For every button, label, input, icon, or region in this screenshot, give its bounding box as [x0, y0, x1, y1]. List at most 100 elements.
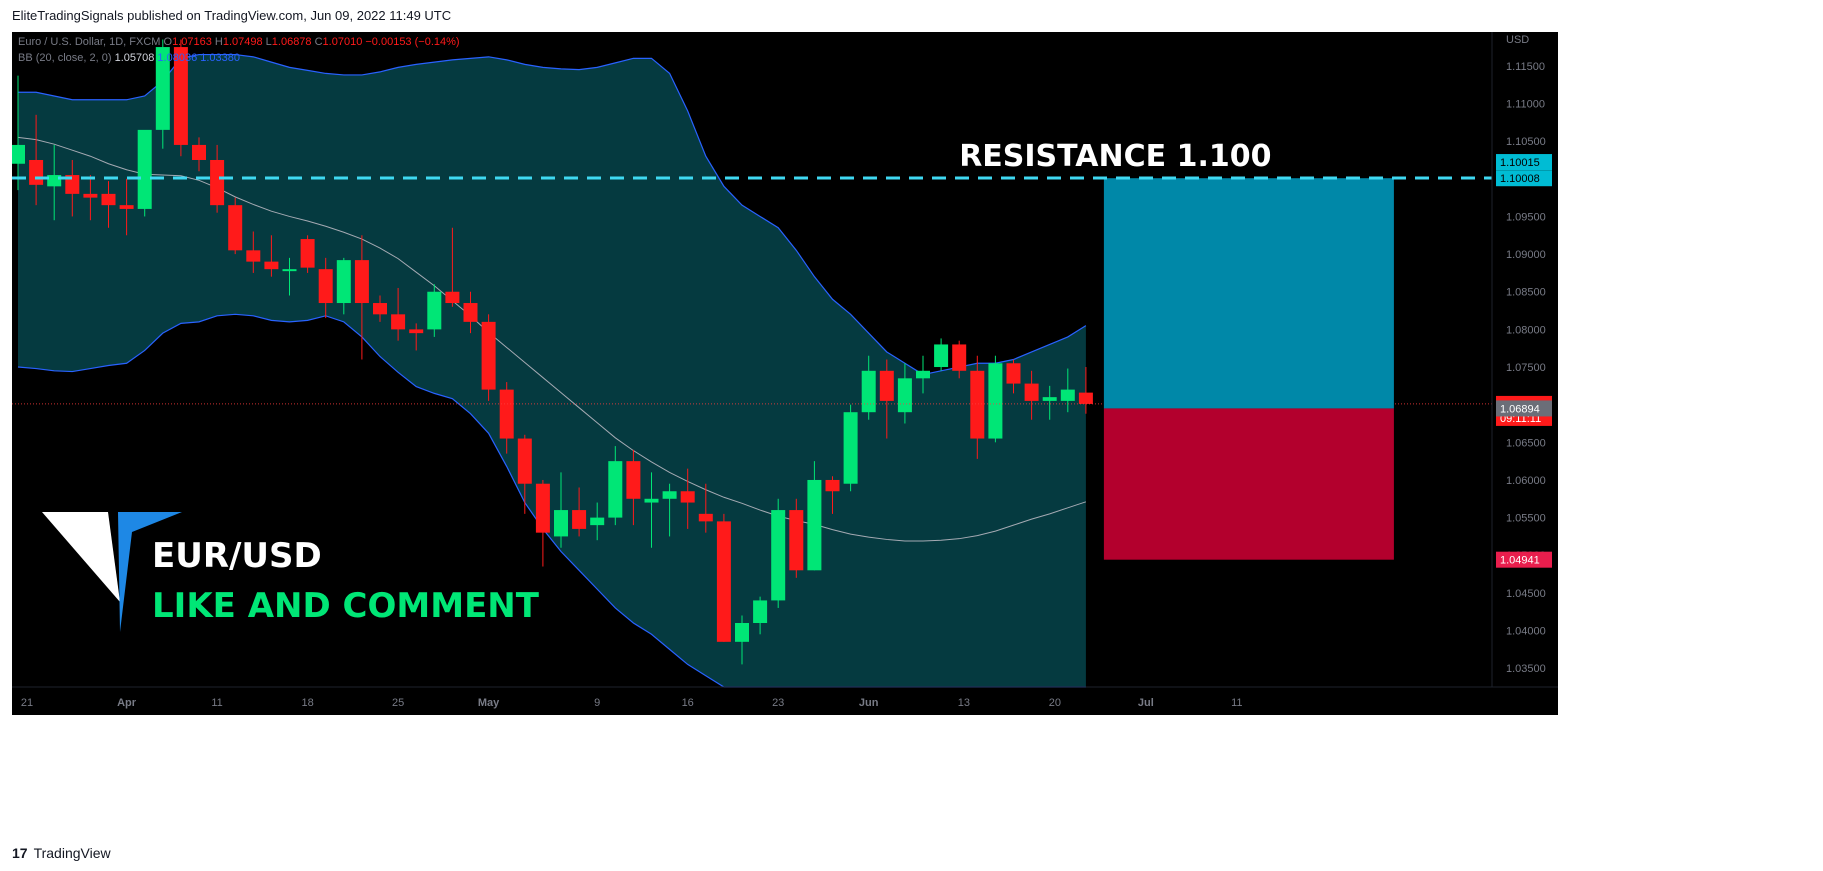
candle[interactable]: [897, 363, 912, 424]
candle[interactable]: [916, 355, 930, 394]
candle[interactable]: [662, 483, 677, 537]
tradingview-logo-icon[interactable]: 17: [12, 845, 28, 861]
candle-body: [626, 461, 641, 499]
candle[interactable]: [535, 479, 550, 567]
candle[interactable]: [879, 359, 894, 439]
candle[interactable]: [300, 235, 315, 273]
candle[interactable]: [789, 498, 804, 578]
candle[interactable]: [698, 483, 713, 533]
tradingview-brand[interactable]: TradingView: [33, 845, 111, 861]
candle[interactable]: [608, 446, 623, 526]
candle-body: [1078, 392, 1093, 404]
candle[interactable]: [336, 257, 351, 315]
candle[interactable]: [47, 144, 62, 221]
candle-body: [246, 250, 261, 262]
candle[interactable]: [246, 231, 261, 273]
candle[interactable]: [354, 235, 369, 360]
candle[interactable]: [554, 472, 568, 548]
candle-body: [608, 461, 623, 518]
candle[interactable]: [481, 314, 496, 401]
candle[interactable]: [155, 39, 170, 149]
candle[interactable]: [1006, 359, 1021, 394]
candle[interactable]: [228, 197, 243, 255]
candle[interactable]: [264, 235, 279, 277]
candle[interactable]: [119, 178, 134, 236]
time-tick-label: 21: [21, 697, 33, 709]
candle[interactable]: [101, 181, 116, 228]
candle[interactable]: [572, 487, 587, 537]
candle[interactable]: [1060, 368, 1075, 413]
candle[interactable]: [517, 434, 532, 514]
candle[interactable]: [1024, 370, 1039, 420]
candle-body: [101, 193, 116, 206]
target-price-label-bg: [1496, 170, 1552, 187]
candle[interactable]: [825, 476, 840, 514]
price-tick-label: 1.03500: [1506, 663, 1546, 675]
candle[interactable]: [427, 284, 442, 337]
candle[interactable]: [716, 513, 731, 642]
stop-price-label-bg: [1496, 551, 1552, 568]
candle[interactable]: [210, 144, 225, 213]
candle-body: [590, 517, 605, 526]
candle[interactable]: [373, 295, 387, 322]
candle[interactable]: [192, 137, 206, 172]
stop-price-label-text: 1.04941: [1500, 555, 1540, 567]
candle[interactable]: [391, 287, 406, 341]
candle[interactable]: [807, 461, 822, 571]
entry-price-label-text: 1.06894: [1500, 403, 1540, 415]
candle-body: [409, 329, 424, 334]
candle[interactable]: [644, 472, 659, 548]
target-price-label: 1.10008: [1496, 170, 1552, 187]
elite-signals-logo-icon: [42, 512, 182, 632]
candle[interactable]: [988, 355, 1003, 443]
candle[interactable]: [445, 227, 460, 307]
candle-body: [517, 438, 532, 484]
candle[interactable]: [83, 175, 98, 221]
candle-body: [210, 159, 225, 206]
candle[interactable]: [318, 257, 333, 319]
price-axis: USD1.115001.110001.105001.100001.095001.…: [1491, 32, 1546, 687]
candle[interactable]: [12, 75, 25, 191]
resistance-label: RESISTANCE 1.100: [959, 139, 1271, 174]
price-chart[interactable]: RESISTANCE 1.100 Euro / U.S. Dollar, 1D, …: [12, 32, 1558, 715]
candle[interactable]: [934, 338, 949, 371]
time-tick-label: May: [478, 697, 500, 709]
candle[interactable]: [626, 449, 641, 526]
candle[interactable]: [463, 291, 478, 334]
price-tick-label: 1.08500: [1506, 287, 1546, 299]
candle[interactable]: [680, 468, 695, 529]
candle-body: [644, 498, 659, 503]
candle[interactable]: [861, 355, 876, 420]
candle[interactable]: [590, 502, 605, 541]
candle[interactable]: [65, 159, 80, 217]
candle[interactable]: [1042, 385, 1057, 420]
price-tick-label: 1.04500: [1506, 588, 1546, 600]
candle-body: [970, 370, 985, 439]
candle[interactable]: [499, 382, 514, 454]
candle[interactable]: [1078, 367, 1093, 414]
candle-body: [662, 491, 677, 499]
candle[interactable]: [771, 498, 786, 608]
candle[interactable]: [970, 355, 985, 459]
profit-target-zone[interactable]: [1103, 178, 1394, 409]
candle[interactable]: [137, 129, 152, 217]
candle-body: [789, 510, 804, 571]
stop-price-label: 1.04941: [1496, 551, 1552, 568]
price-tick-label: 1.08000: [1506, 324, 1546, 336]
price-tick-label: 1.05500: [1506, 513, 1546, 525]
candle[interactable]: [843, 404, 858, 492]
candle[interactable]: [409, 323, 424, 351]
legend-ohlc: Euro / U.S. Dollar, 1D, FXCM O1.07163 H1…: [18, 36, 460, 48]
candle[interactable]: [735, 615, 749, 665]
publisher-header: EliteTradingSignals published on Trading…: [12, 8, 452, 23]
candle-body: [771, 510, 786, 601]
candle[interactable]: [282, 257, 297, 296]
candle[interactable]: [753, 596, 768, 635]
candle-body: [463, 303, 478, 322]
candle[interactable]: [952, 340, 967, 379]
candle-body: [354, 260, 369, 304]
candle[interactable]: [173, 39, 188, 157]
time-tick-label: Apr: [117, 697, 137, 709]
candle-body: [554, 510, 568, 537]
stop-loss-zone[interactable]: [1103, 408, 1394, 560]
